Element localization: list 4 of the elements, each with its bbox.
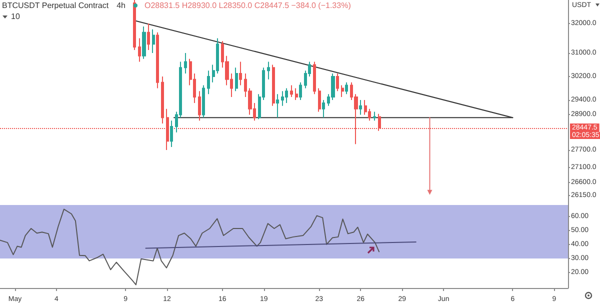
annotation: O28831.5 H28930.0 L28350.0 C28447.5 −384.0 (−1.33%) [144, 1, 351, 10]
chart-title: BTCUSDT Perpetual Contract [2, 1, 109, 10]
annotation: 10 [11, 12, 20, 21]
chart-subtitle: 4h [116, 1, 126, 10]
